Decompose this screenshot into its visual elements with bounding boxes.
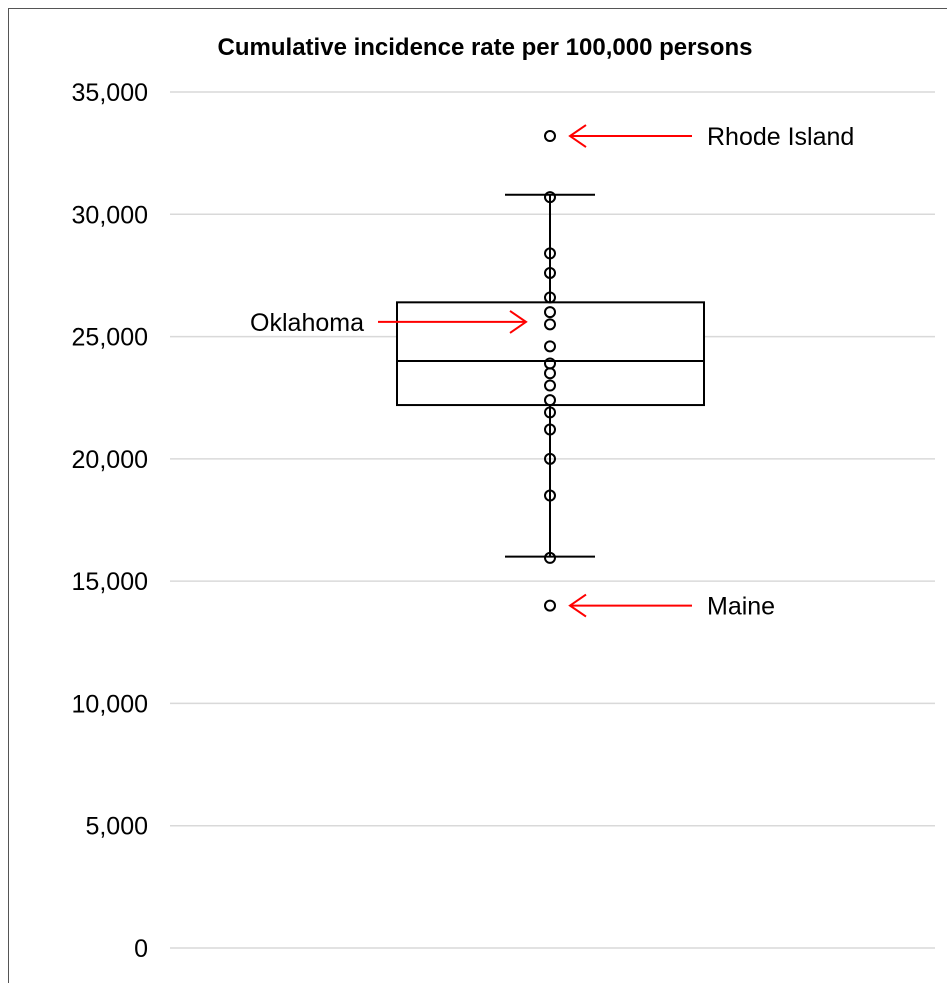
data-points	[544, 130, 556, 612]
annotations: Rhode Island Oklahoma Maine	[250, 123, 854, 621]
y-tick-label: 30,000	[72, 201, 148, 229]
data-point	[544, 394, 556, 407]
chart-title: Cumulative incidence rate per 100,000 pe…	[218, 34, 753, 61]
y-tick-label: 15,000	[72, 568, 148, 596]
data-point	[544, 379, 556, 392]
y-tick-label: 10,000	[72, 690, 148, 718]
annotation: Rhode Island	[568, 123, 854, 151]
y-tick-label: 35,000	[72, 79, 148, 107]
data-point	[544, 489, 556, 502]
annotation-label: Maine	[707, 593, 775, 621]
annotation-label: Rhode Island	[707, 123, 854, 151]
annotation: Oklahoma	[250, 309, 528, 337]
chart-frame	[8, 8, 947, 983]
data-point	[544, 551, 556, 564]
data-point	[544, 306, 556, 319]
annotation-arrowhead	[568, 593, 587, 618]
annotation-label: Oklahoma	[250, 309, 364, 337]
annotation-arrowhead	[568, 124, 587, 148]
data-point	[544, 247, 556, 260]
data-point	[544, 318, 556, 331]
y-tick-label: 0	[134, 935, 148, 963]
data-point	[544, 191, 556, 204]
data-point	[544, 452, 556, 465]
data-point	[544, 423, 556, 436]
data-point	[544, 406, 556, 419]
data-point	[544, 599, 556, 612]
annotation: Maine	[568, 593, 775, 621]
data-point	[544, 340, 556, 353]
data-point	[544, 130, 556, 143]
y-tick-label: 20,000	[72, 446, 148, 474]
y-tick-label: 25,000	[72, 324, 148, 352]
annotation-arrowhead	[509, 310, 528, 334]
data-point	[544, 291, 556, 304]
gridlines	[170, 91, 935, 949]
data-point	[544, 266, 556, 279]
y-axis-tick-labels: 0 5,000 10,000 15,000 20,000 25,000 30,000 35,0…	[72, 79, 148, 963]
data-point	[544, 367, 556, 380]
y-tick-label: 5,000	[85, 813, 148, 841]
